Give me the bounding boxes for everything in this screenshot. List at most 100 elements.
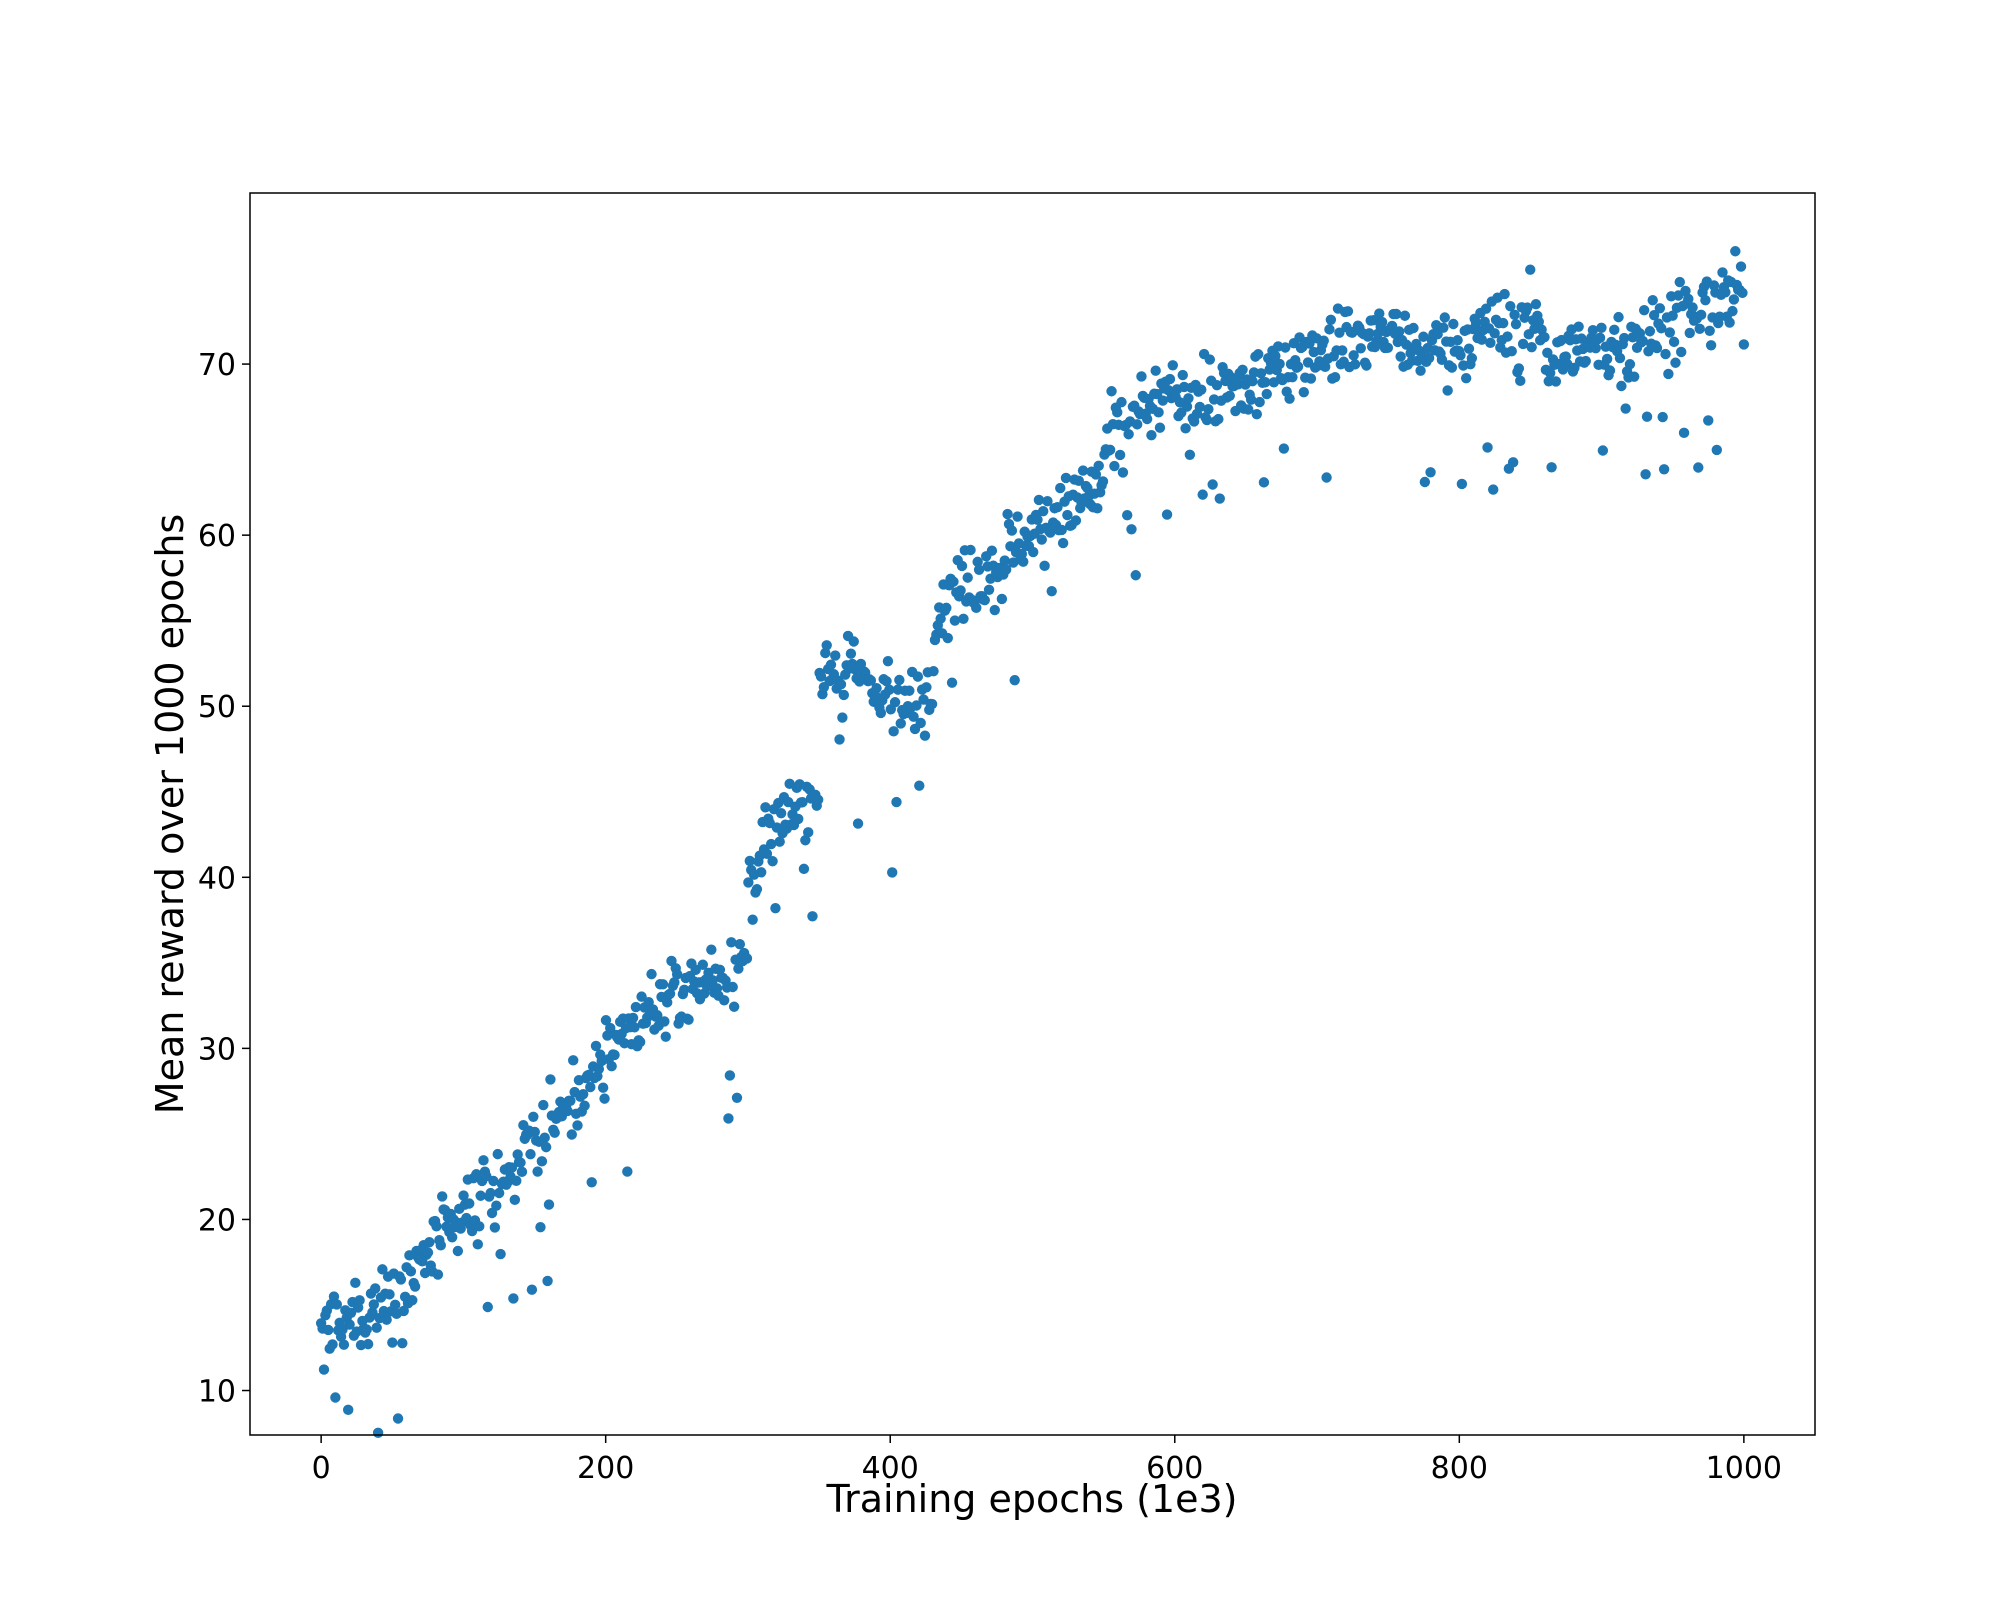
data-point xyxy=(1376,316,1388,328)
data-point xyxy=(1614,352,1626,364)
data-point xyxy=(798,863,810,875)
x-tick-label: 1000 xyxy=(1706,1451,1782,1486)
data-point xyxy=(1620,403,1631,414)
data-point xyxy=(1515,375,1526,387)
data-point xyxy=(535,1222,546,1233)
data-point xyxy=(1056,524,1067,536)
data-point xyxy=(1325,314,1337,325)
data-point xyxy=(1153,407,1164,418)
data-point xyxy=(1438,322,1449,333)
data-point xyxy=(1730,246,1741,257)
data-point xyxy=(362,1338,374,1350)
data-point xyxy=(731,1092,743,1104)
data-point xyxy=(1270,350,1281,362)
data-point xyxy=(482,1301,493,1313)
data-point xyxy=(928,665,939,677)
data-point xyxy=(1460,372,1472,384)
data-point xyxy=(436,1191,448,1202)
data-point xyxy=(1112,407,1123,418)
data-point xyxy=(845,648,857,659)
data-point xyxy=(361,1324,372,1335)
data-point xyxy=(935,613,946,624)
data-point xyxy=(597,1082,609,1093)
data-point xyxy=(475,1190,486,1201)
data-point xyxy=(1394,326,1405,337)
data-point xyxy=(1660,348,1671,360)
data-point xyxy=(881,676,892,687)
data-point xyxy=(1640,469,1651,480)
data-point xyxy=(1042,496,1053,507)
data-point xyxy=(1663,368,1674,380)
data-point xyxy=(949,615,961,626)
data-point xyxy=(1334,327,1345,338)
y-tick-label: 30 xyxy=(198,1032,236,1067)
data-point xyxy=(1203,404,1214,415)
data-point xyxy=(1177,369,1188,381)
data-point xyxy=(1693,462,1704,473)
data-point xyxy=(1580,355,1591,367)
data-point xyxy=(1164,373,1176,385)
data-point xyxy=(1485,337,1496,349)
data-point xyxy=(1687,302,1698,313)
data-point xyxy=(1386,320,1398,332)
data-point xyxy=(1337,345,1348,356)
data-point xyxy=(671,969,683,980)
data-point xyxy=(1274,358,1285,370)
data-point xyxy=(536,1156,548,1167)
data-point xyxy=(1284,393,1295,404)
data-point xyxy=(636,991,647,1002)
data-point xyxy=(491,1200,502,1211)
data-point xyxy=(1452,334,1463,346)
data-point xyxy=(1539,331,1550,343)
data-point xyxy=(726,937,737,948)
data-point xyxy=(1530,298,1542,310)
data-point xyxy=(542,1275,553,1287)
data-point xyxy=(775,808,787,819)
data-point xyxy=(367,1307,378,1318)
data-point xyxy=(1009,674,1020,686)
data-point xyxy=(489,1222,501,1233)
data-point xyxy=(629,1022,640,1033)
data-point xyxy=(1028,546,1039,558)
data-point xyxy=(865,675,877,686)
data-point xyxy=(371,1322,382,1333)
data-point xyxy=(821,640,832,651)
data-point xyxy=(734,939,746,950)
data-point xyxy=(956,560,968,572)
data-point xyxy=(751,884,763,895)
data-point xyxy=(999,555,1010,566)
data-point xyxy=(1717,267,1728,278)
data-point xyxy=(800,835,811,846)
data-point xyxy=(606,1061,617,1072)
data-point xyxy=(1727,305,1738,317)
data-point xyxy=(398,1305,409,1317)
data-point xyxy=(1183,393,1194,404)
data-point xyxy=(1305,373,1317,384)
data-point xyxy=(627,1012,639,1024)
data-point xyxy=(1408,322,1419,334)
data-point xyxy=(1180,423,1191,434)
data-point xyxy=(683,1014,694,1025)
data-point xyxy=(1224,390,1235,401)
data-point xyxy=(1280,342,1291,353)
data-point xyxy=(488,1175,499,1187)
data-point xyxy=(986,545,998,556)
data-point xyxy=(793,813,804,825)
data-point xyxy=(1482,442,1493,453)
data-point xyxy=(797,797,808,808)
data-point xyxy=(1114,449,1126,461)
data-point xyxy=(837,712,848,723)
data-point xyxy=(962,572,973,583)
data-point xyxy=(407,1295,418,1306)
data-point xyxy=(767,856,778,867)
data-point xyxy=(424,1236,435,1248)
data-point xyxy=(659,1016,670,1027)
data-point xyxy=(941,602,952,614)
data-point xyxy=(409,1281,421,1292)
data-point xyxy=(1668,336,1680,348)
data-point xyxy=(1382,342,1394,354)
x-tick-label: 200 xyxy=(577,1451,634,1486)
data-point xyxy=(1247,376,1258,387)
data-point xyxy=(774,836,785,847)
